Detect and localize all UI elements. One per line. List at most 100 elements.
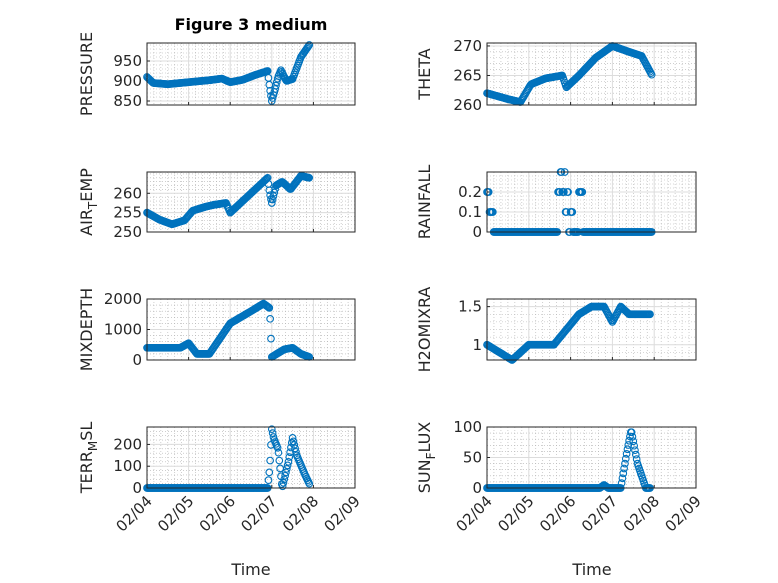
x-tick-label: 02/07 bbox=[237, 492, 280, 535]
y-tick-label: 100 bbox=[453, 418, 482, 436]
y-tick-label: 0 bbox=[132, 479, 142, 497]
x-tick-label: 02/09 bbox=[662, 492, 705, 535]
y-tick-label: 900 bbox=[113, 72, 142, 90]
data-point bbox=[266, 314, 274, 323]
data-point bbox=[629, 437, 638, 446]
data-point bbox=[283, 461, 292, 470]
data-point bbox=[630, 441, 638, 450]
data-point bbox=[489, 208, 497, 216]
data-point bbox=[287, 438, 296, 447]
axes-box bbox=[486, 42, 697, 106]
axes-box bbox=[486, 298, 697, 361]
data-point bbox=[262, 174, 271, 183]
data-point bbox=[267, 425, 276, 434]
data-point bbox=[271, 85, 279, 93]
y-axis-label: THETA bbox=[415, 48, 434, 100]
y-tick-label: 100 bbox=[113, 457, 142, 475]
data-point bbox=[285, 453, 294, 461]
y-tick-label: 2000 bbox=[104, 290, 142, 308]
data-point bbox=[273, 443, 282, 452]
y-tick-label: 250 bbox=[113, 223, 142, 241]
label-part: SL bbox=[77, 422, 96, 441]
y-tick-label: 0.1 bbox=[458, 203, 482, 221]
data-point bbox=[274, 448, 283, 457]
data-point bbox=[484, 188, 493, 196]
subplot-mixdepth: 0 1000 2000 MIXDEPTH bbox=[77, 288, 356, 371]
label-part: AIR bbox=[77, 209, 96, 236]
y-tick-label: 0 bbox=[472, 223, 482, 241]
data-point bbox=[618, 474, 627, 483]
subplot-sun-flux: 0 50 100 SUNFLUX 02/0402/0502/0602/0702/0802… bbox=[415, 418, 705, 535]
y-tick-label: 265 bbox=[453, 66, 482, 84]
x-tick-label: 02/06 bbox=[536, 492, 579, 535]
data-point bbox=[267, 199, 276, 207]
y-axis-label: SUNFLUX bbox=[415, 422, 438, 494]
data-point bbox=[264, 476, 273, 485]
figure-title: Figure 3 medium bbox=[175, 15, 328, 34]
data-point bbox=[560, 188, 568, 196]
y-tick-label: 1000 bbox=[104, 321, 142, 339]
y-axis-label: PRESSURE bbox=[77, 32, 96, 116]
subplot-theta: 260 265 270 THETA bbox=[415, 37, 697, 114]
x-tick-label: 02/05 bbox=[494, 492, 537, 535]
data-point bbox=[627, 428, 636, 437]
y-tick-label: 0 bbox=[472, 479, 482, 497]
data-point bbox=[621, 459, 629, 468]
data-point bbox=[623, 445, 632, 454]
data-point bbox=[280, 475, 289, 484]
data-point bbox=[622, 449, 631, 458]
data-point bbox=[279, 478, 288, 487]
x-tick-label: 02/08 bbox=[620, 492, 663, 535]
subplot-pressure: 850 900 950 PRESSURE bbox=[77, 32, 356, 116]
axes-box bbox=[146, 42, 356, 106]
subplot-terr-msl: 0 100 200 TERRMSL 02/0402/0502/0602/0702/080… bbox=[77, 422, 364, 536]
data-point bbox=[262, 175, 270, 184]
y-tick-label: 850 bbox=[113, 92, 142, 110]
data-point bbox=[282, 468, 290, 477]
subplot-rainfall: 0 0.1 0.2 RAINFALL bbox=[415, 165, 697, 241]
y-axis-label: MIXDEPTH bbox=[77, 288, 96, 371]
data-point bbox=[290, 441, 299, 449]
data-point bbox=[555, 188, 564, 196]
label-subscript: F bbox=[424, 452, 438, 459]
x-tick-label: 02/07 bbox=[578, 492, 621, 535]
data-point bbox=[292, 447, 300, 456]
data-point bbox=[647, 70, 656, 79]
data-point bbox=[265, 468, 274, 477]
y-tick-label: 260 bbox=[113, 184, 142, 202]
data-point bbox=[305, 173, 314, 182]
data-point bbox=[284, 458, 293, 466]
data-point bbox=[267, 334, 275, 343]
data-point bbox=[621, 454, 630, 463]
data-point bbox=[269, 192, 278, 200]
y-tick-label: 1 bbox=[472, 336, 482, 354]
data-point bbox=[568, 208, 577, 216]
data-point bbox=[620, 464, 628, 473]
data-point bbox=[617, 479, 626, 487]
x-tick-label: 02/04 bbox=[113, 492, 156, 535]
data-point bbox=[268, 195, 277, 204]
data-point bbox=[305, 479, 314, 488]
data-point bbox=[268, 429, 277, 437]
data-point bbox=[281, 471, 289, 480]
data-point bbox=[272, 81, 280, 90]
label-subscript: M bbox=[86, 441, 100, 451]
data-point bbox=[265, 303, 274, 312]
y-axis-label: AIRTEMP bbox=[77, 168, 100, 236]
axes-box bbox=[486, 171, 697, 233]
data-point bbox=[278, 482, 287, 491]
data-point bbox=[562, 208, 571, 216]
x-tick-label: 02/05 bbox=[154, 492, 197, 535]
data-point bbox=[275, 456, 284, 465]
data-point bbox=[291, 444, 299, 453]
label-part: SUN bbox=[415, 459, 434, 493]
y-axis-label: TERRMSL bbox=[77, 422, 100, 495]
data-point bbox=[628, 432, 637, 441]
label-subscript: T bbox=[86, 201, 100, 210]
x-axis-label-left: Time bbox=[230, 560, 270, 579]
data-point bbox=[289, 437, 298, 446]
y-axis-label: H2OMIXRA bbox=[415, 287, 434, 373]
data-point bbox=[265, 186, 274, 195]
